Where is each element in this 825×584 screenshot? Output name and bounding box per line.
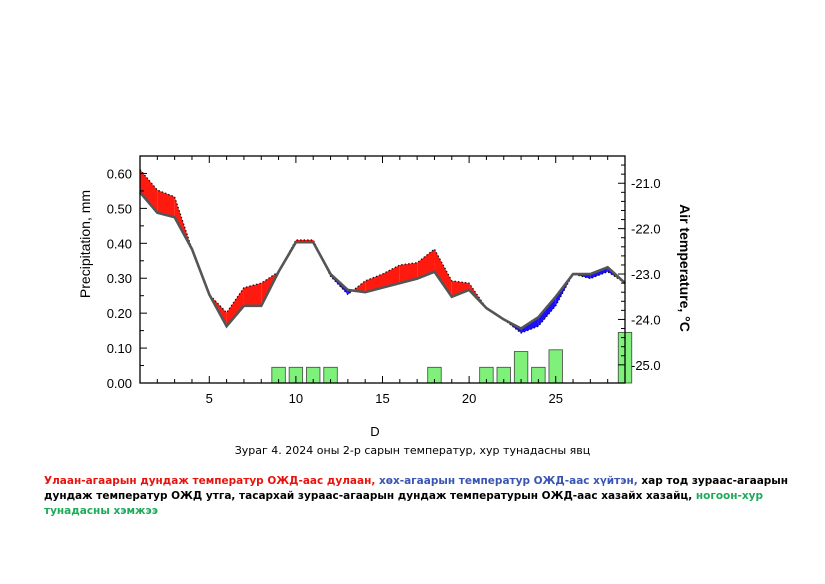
legend-blue: хөх-агаарын температур ОЖД-аас хүйтэн, xyxy=(378,475,638,487)
y-left-tick-label: 0.10 xyxy=(107,341,132,356)
axes: 5 10 15 20 25 0.00 0.10 0.20 0.30 0.40 0.50 0.60 -25… xyxy=(107,155,661,406)
chart-svg: 5 10 15 20 25 0.00 0.10 0.20 0.30 0.40 0.50 0.60 -25… xyxy=(77,155,693,439)
x-tick-label: 10 xyxy=(289,391,303,406)
figure-caption: Зураг 4. 2024 оны 2-р сарын температур, … xyxy=(234,444,591,457)
cold-anomaly-area xyxy=(538,296,556,327)
y-left-tick-label: 0.50 xyxy=(107,201,132,216)
legend-black: хар тод зураас-агаарын дундаж температур… xyxy=(44,475,789,502)
y-left-tick-label: 0.40 xyxy=(107,236,132,251)
legend-text: Улаан-агаарын дундаж температур ОЖД-аас … xyxy=(44,474,794,519)
plot-frame xyxy=(139,155,626,384)
y-right-tick-label: -21.0 xyxy=(631,176,661,191)
precipitation-bar xyxy=(513,351,529,384)
y-right-tick-label: -22.0 xyxy=(631,222,661,237)
warm-anomaly-area xyxy=(417,249,435,279)
temperature-line xyxy=(139,169,626,334)
warm-anomaly-area xyxy=(451,280,470,297)
x-tick-label: 20 xyxy=(462,391,476,406)
y-axis-right-title: Air temperature, °C xyxy=(677,204,693,332)
warm-anomaly-area xyxy=(352,280,366,293)
warm-anomaly-area xyxy=(434,249,452,297)
legend-green: ногоон-хур тунадасны хэмжээ xyxy=(44,490,764,517)
y-left-tick-label: 0.20 xyxy=(107,306,132,321)
plot-area xyxy=(139,169,633,384)
y-right-tick-label: -25.0 xyxy=(631,358,661,373)
legend-red: Улаан-агаарын дундаж температур ОЖД-аас … xyxy=(44,475,376,487)
warm-anomaly-area xyxy=(174,196,192,250)
x-tick-label: 25 xyxy=(548,391,562,406)
x-axis-title: D xyxy=(370,424,379,439)
x-tick-label: 5 xyxy=(206,391,213,406)
y-left-tick-label: 0.30 xyxy=(107,271,132,286)
y-left-tick-label: 0.00 xyxy=(107,376,132,391)
warm-anomaly-area xyxy=(243,283,262,306)
y-axis-left-title: Precipitation, mm xyxy=(77,190,93,298)
warm-anomaly-area xyxy=(382,264,400,288)
warm-anomaly-area xyxy=(226,287,244,327)
warm-anomaly-area xyxy=(140,169,158,213)
norm-line xyxy=(139,191,626,331)
y-right-tick-label: -24.0 xyxy=(631,312,661,327)
warm-anomaly-area xyxy=(157,190,175,218)
y-right-tick-label: -23.0 xyxy=(631,267,661,282)
y-left-tick-label: 0.60 xyxy=(107,166,132,181)
warm-anomaly-area xyxy=(399,262,418,284)
x-tick-label: 15 xyxy=(375,391,389,406)
